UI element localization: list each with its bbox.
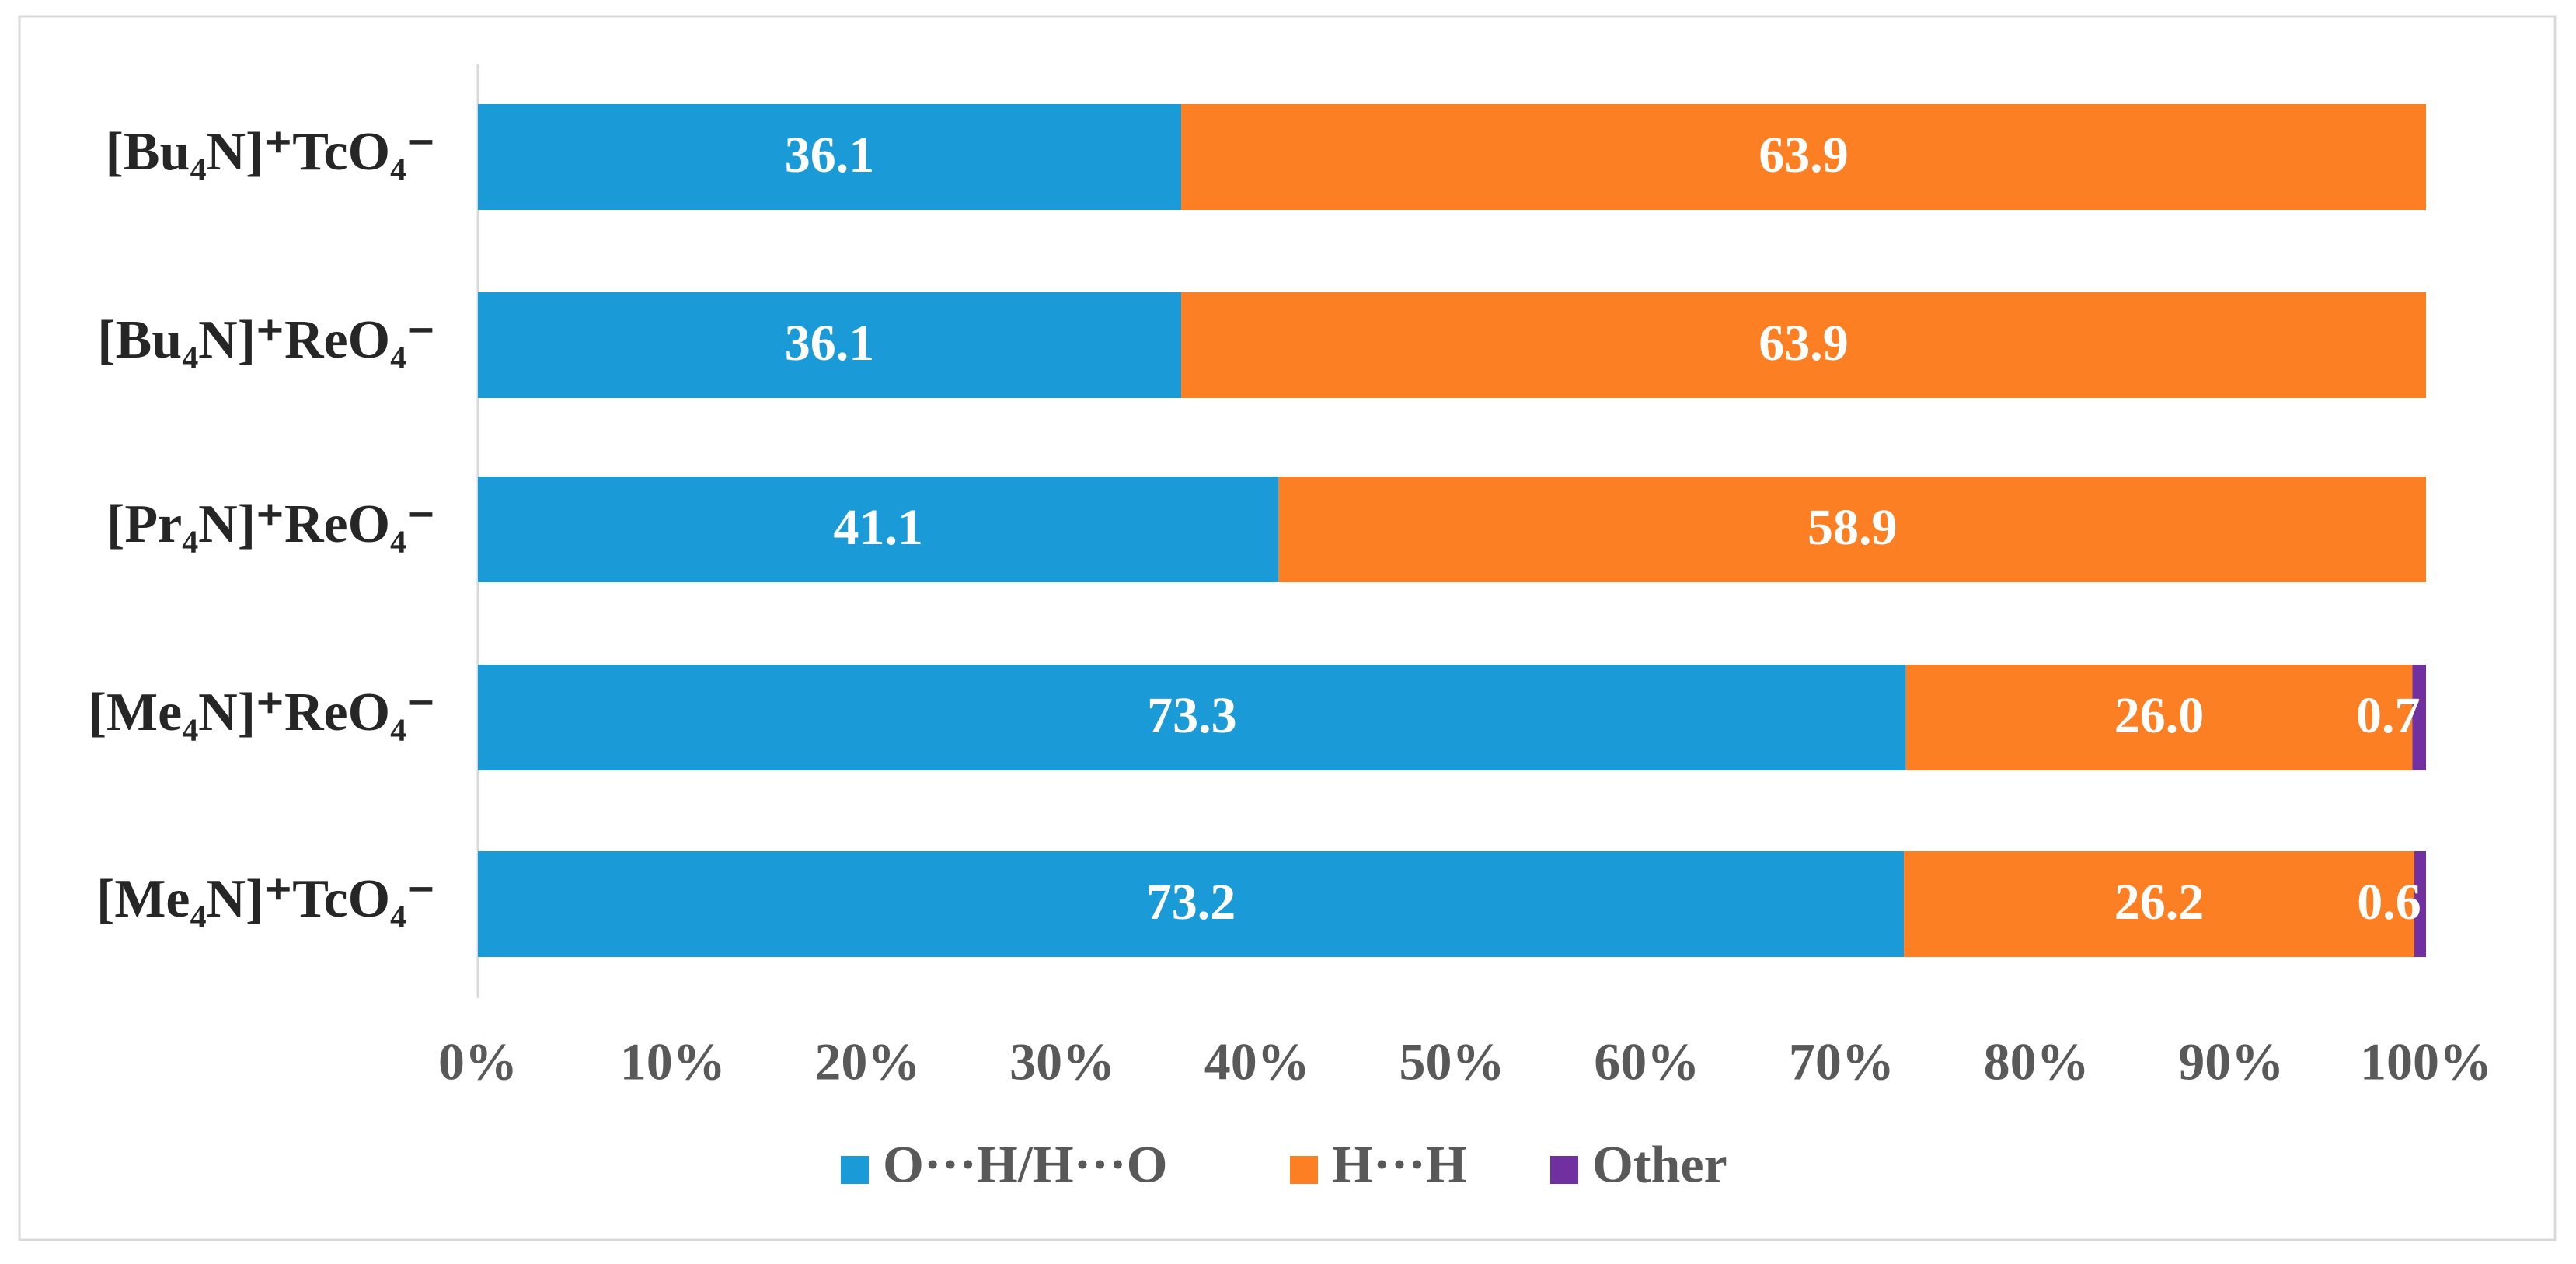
- bar-segment: [2414, 851, 2426, 957]
- x-tick-label: 80%: [1984, 1032, 2090, 1091]
- data-label: 26.2: [2114, 874, 2205, 931]
- bar-segment: [2412, 665, 2426, 770]
- data-label: 36.1: [785, 315, 875, 372]
- x-tick-label: 100%: [2360, 1032, 2492, 1091]
- legend-label: O···H/H···O: [883, 1135, 1168, 1194]
- data-label: 36.1: [785, 127, 875, 183]
- x-tick-label: 90%: [2178, 1032, 2284, 1091]
- x-tick-label: 50%: [1400, 1032, 1505, 1091]
- y-tick-label: [Me₄N]⁺ReO₄⁻: [89, 683, 435, 742]
- legend-swatch: [1290, 1156, 1318, 1184]
- x-tick-label: 40%: [1204, 1032, 1310, 1091]
- bar-segment: [1278, 477, 2426, 582]
- bar-segment: [1181, 104, 2426, 210]
- x-tick-label: 10%: [620, 1032, 726, 1091]
- data-label: 58.9: [1807, 499, 1898, 556]
- data-label: 63.9: [1759, 315, 1849, 372]
- legend-label: Other: [1592, 1135, 1727, 1194]
- data-label: 41.1: [833, 499, 923, 556]
- bar-segment: [1904, 851, 2414, 957]
- bar-segment: [1181, 292, 2426, 398]
- x-tick-label: 60%: [1594, 1032, 1699, 1091]
- data-label: 73.3: [1147, 687, 1237, 744]
- legend-swatch: [841, 1156, 869, 1184]
- data-label: 63.9: [1759, 127, 1849, 183]
- data-label: 26.0: [2114, 687, 2205, 744]
- data-label: 73.2: [1146, 874, 1236, 931]
- bar-segment: [478, 851, 1905, 957]
- y-tick-label: [Bu₄N]⁺ReO₄⁻: [97, 310, 435, 370]
- y-tick-label: [Pr₄N]⁺ReO₄⁻: [106, 494, 435, 554]
- data-label: 0.6: [2357, 874, 2421, 931]
- chart-border: [18, 15, 2557, 1241]
- y-tick-label: [Me₄N]⁺TcO₄⁻: [96, 869, 435, 929]
- x-tick-label: 70%: [1789, 1032, 1895, 1091]
- x-tick-label: 0%: [438, 1032, 518, 1091]
- y-tick-label: [Bu₄N]⁺TcO₄⁻: [106, 122, 435, 182]
- x-tick-label: 20%: [814, 1032, 920, 1091]
- legend-label: H···H: [1332, 1135, 1467, 1194]
- legend-swatch: [1550, 1156, 1578, 1184]
- bar-segment: [478, 292, 1182, 398]
- bar-segment: [478, 665, 1906, 770]
- bar-segment: [478, 104, 1182, 210]
- bar-segment: [478, 477, 1279, 582]
- x-tick-label: 30%: [1009, 1032, 1115, 1091]
- data-label: 0.7: [2356, 687, 2421, 744]
- bar-segment: [1905, 665, 2413, 770]
